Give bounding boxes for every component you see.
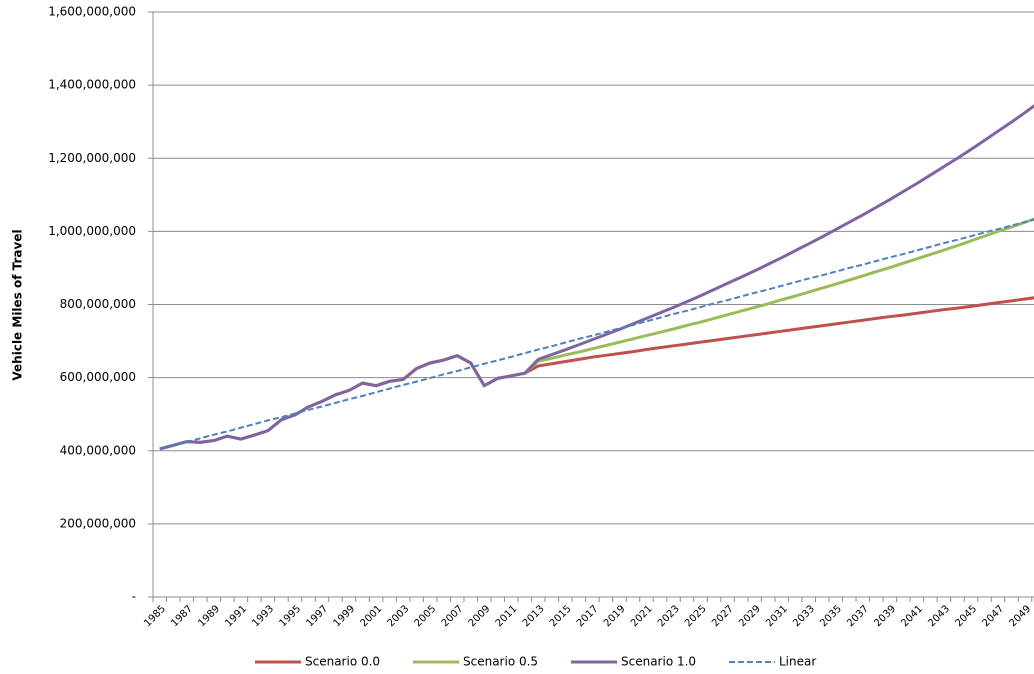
x-tick-label: 2043 xyxy=(926,603,952,629)
x-tick-label: 1991 xyxy=(223,603,249,629)
x-tick-label: 2039 xyxy=(872,603,898,629)
y-tick-label: 400,000,000 xyxy=(60,443,136,457)
x-tick-label: 2027 xyxy=(710,603,736,629)
x-tick-label: 2037 xyxy=(845,603,871,629)
y-tick-label: - xyxy=(132,590,136,604)
x-tick-label: 2017 xyxy=(575,603,601,629)
legend-label: Scenario 0.0 xyxy=(305,655,380,669)
y-tick-label: 200,000,000 xyxy=(60,516,136,530)
x-tick-label: 2015 xyxy=(548,603,574,629)
series-line xyxy=(159,296,1034,451)
x-tick-label: 2025 xyxy=(683,603,709,629)
x-tick-label: 1999 xyxy=(332,603,358,629)
x-tick-label: 2047 xyxy=(980,603,1006,629)
x-tick-label: 2035 xyxy=(818,603,844,629)
y-tick-label: 1,000,000,000 xyxy=(48,224,136,238)
series-line xyxy=(159,218,1034,450)
x-tick-label: 2001 xyxy=(359,603,385,629)
x-tick-label: 2011 xyxy=(494,603,520,629)
x-tick-label: 1997 xyxy=(304,603,330,629)
x-tick-label: 2009 xyxy=(467,603,493,629)
legend-label: Scenario 1.0 xyxy=(621,655,696,669)
x-tick-label: 2005 xyxy=(413,603,439,629)
x-tick-label: 2021 xyxy=(629,603,655,629)
x-tick-label: 1987 xyxy=(169,603,195,629)
x-tick-label: 2045 xyxy=(953,603,979,629)
y-tick-label: 800,000,000 xyxy=(60,297,136,311)
x-tick-label: 1989 xyxy=(196,603,222,629)
x-tick-label: 2033 xyxy=(791,603,817,629)
x-tick-label: 2023 xyxy=(656,603,682,629)
x-tick-label: 2007 xyxy=(440,603,466,629)
x-tick-label: 2031 xyxy=(764,603,790,629)
y-axis-title: Vehicle Miles of Travel xyxy=(11,229,25,380)
series-line xyxy=(159,104,1034,451)
y-tick-label: 1,200,000,000 xyxy=(48,151,136,165)
legend-label: Linear xyxy=(779,655,816,669)
x-tick-label: 2029 xyxy=(737,603,763,629)
y-tick-label: 1,400,000,000 xyxy=(48,78,136,92)
x-tick-label: 1995 xyxy=(277,603,303,629)
x-tick-label: 2041 xyxy=(899,603,925,629)
legend-label: Scenario 0.5 xyxy=(463,655,538,669)
x-tick-label: 2019 xyxy=(602,603,628,629)
x-tick-label: 1993 xyxy=(250,603,276,629)
x-tick-label: 2003 xyxy=(386,603,412,629)
y-tick-label: 600,000,000 xyxy=(60,370,136,384)
y-tick-label: 1,600,000,000 xyxy=(48,5,136,19)
x-tick-label: 2013 xyxy=(521,603,547,629)
x-tick-label: 2049 xyxy=(1008,603,1034,629)
x-tick-label: 1985 xyxy=(142,603,168,629)
